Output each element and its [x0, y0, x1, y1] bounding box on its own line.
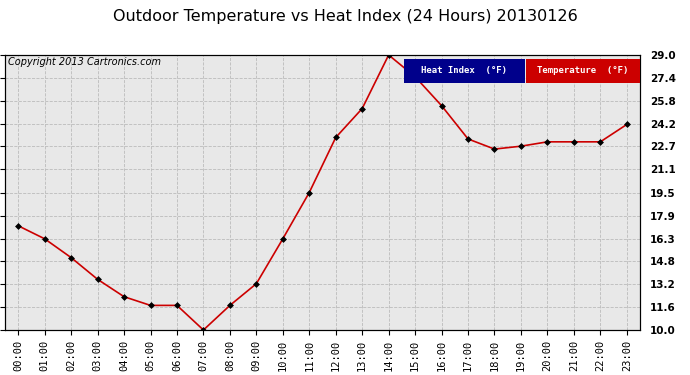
Text: Copyright 2013 Cartronics.com: Copyright 2013 Cartronics.com [8, 57, 161, 67]
Text: Heat Index  (°F): Heat Index (°F) [422, 66, 507, 75]
Text: Temperature  (°F): Temperature (°F) [538, 66, 629, 75]
Text: Outdoor Temperature vs Heat Index (24 Hours) 20130126: Outdoor Temperature vs Heat Index (24 Ho… [112, 9, 578, 24]
